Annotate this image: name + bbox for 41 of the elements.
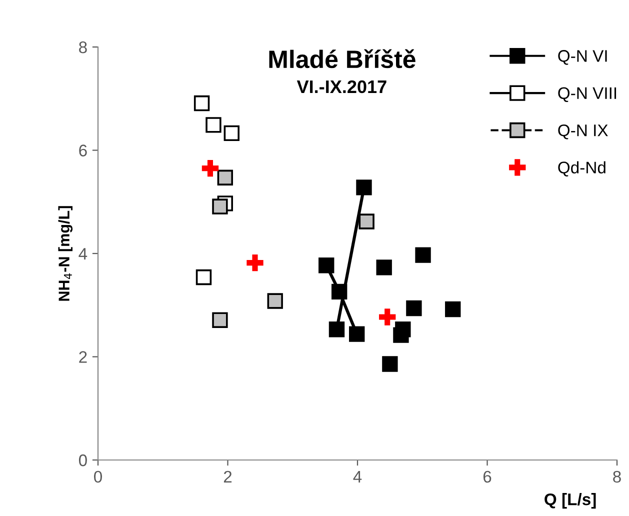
legend-label: Q-N IX	[558, 124, 608, 140]
point	[349, 326, 365, 342]
point	[196, 269, 212, 286]
x-tick-label: 0	[94, 470, 102, 483]
y-tick-label: 0	[78, 454, 87, 466]
point	[393, 327, 409, 343]
x-tick-label: 4	[353, 471, 362, 482]
y-tick-label: 6	[79, 144, 87, 156]
point	[445, 301, 461, 318]
y-axis-title: NH$_{4}$-N [mg/L]	[58, 206, 73, 301]
point	[328, 322, 345, 338]
point	[318, 258, 334, 274]
point	[376, 260, 392, 276]
x-tick-label: 2	[224, 470, 232, 482]
point	[212, 198, 228, 214]
point	[358, 214, 374, 230]
point	[267, 293, 283, 309]
point	[246, 254, 264, 272]
x-tick-label: 8	[613, 470, 621, 483]
point	[415, 247, 431, 263]
point	[356, 180, 372, 196]
x-axis-title: Q [L/s]	[544, 493, 596, 509]
point	[206, 117, 222, 133]
chart-title: Mladé Bříště	[269, 49, 416, 68]
point	[212, 312, 228, 328]
y-tick-label: 4	[78, 248, 88, 260]
x-tick-label: 6	[483, 470, 492, 483]
point	[382, 356, 398, 372]
y-tick-label: 2	[79, 351, 87, 363]
point	[194, 95, 210, 112]
point	[379, 308, 396, 326]
text: VI.-IX.2017	[296, 80, 386, 94]
legend-label: Q-N VI	[558, 50, 607, 65]
legend-label: Qd-Nd	[558, 161, 606, 176]
point	[406, 300, 422, 316]
point	[224, 125, 240, 142]
point	[202, 160, 219, 177]
legend-label: Q-N VIII	[558, 87, 616, 102]
point	[217, 170, 234, 186]
point	[331, 284, 348, 300]
y-tick-label: 8	[79, 41, 87, 54]
